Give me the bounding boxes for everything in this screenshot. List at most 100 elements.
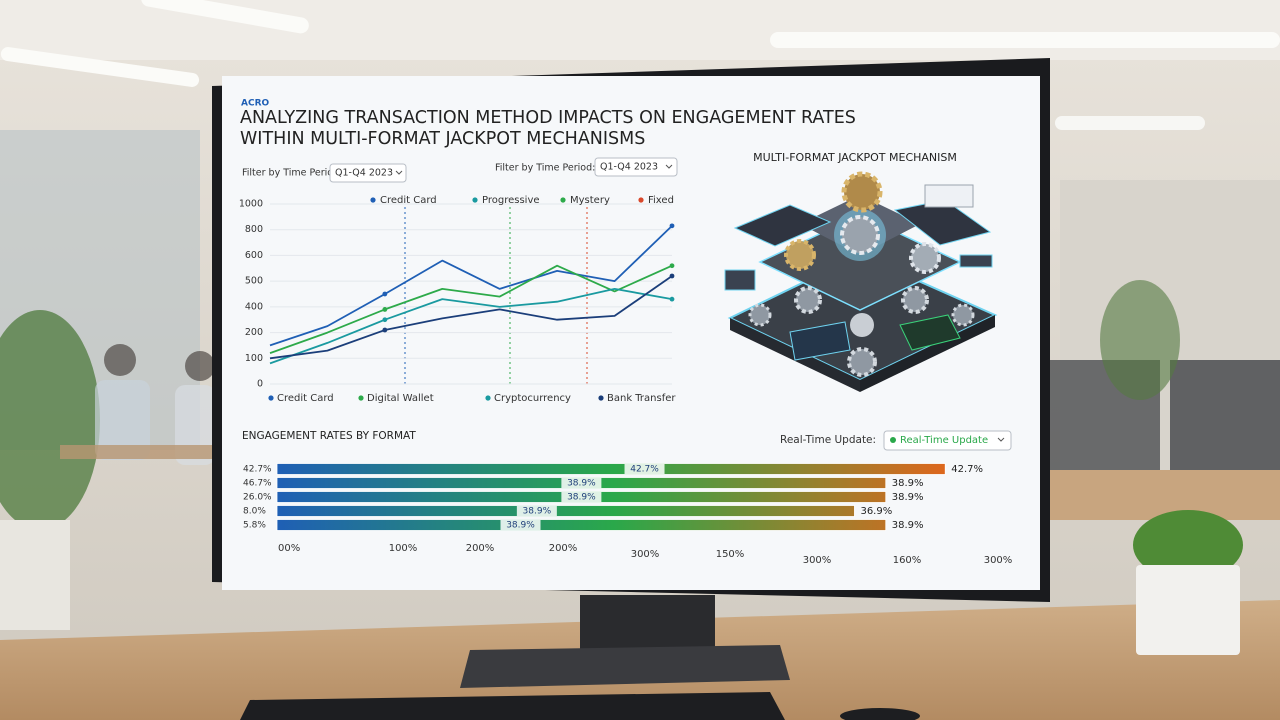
legend-dot	[485, 395, 491, 401]
ceiling-light	[141, 0, 309, 34]
series-line	[269, 264, 673, 354]
inner-label-bg	[561, 478, 602, 488]
legend-label: Credit Card	[380, 195, 437, 206]
bar	[276, 463, 946, 475]
y-tick-label: 800	[245, 224, 263, 235]
legend-label: Bank Transfer	[607, 393, 676, 404]
y-tick-label: 100	[245, 353, 263, 364]
realtime-dropdown[interactable]: Real-Time Update	[883, 430, 1012, 451]
title: ANALYZING TRANSACTION METHOD IMPACTS ON …	[240, 108, 856, 128]
background-desk	[1050, 470, 1280, 520]
point	[382, 291, 388, 297]
person	[104, 344, 136, 376]
status-dot	[890, 437, 896, 443]
category-label: 46.7%	[243, 479, 272, 489]
dropdown-value[interactable]: Real-Time Update	[900, 435, 988, 446]
dropdown-box[interactable]	[594, 157, 678, 177]
bar	[276, 519, 887, 531]
legend-dot	[370, 197, 376, 203]
monitor-base	[460, 645, 790, 688]
x-tick-label: 200%	[549, 543, 578, 554]
gear	[784, 239, 816, 271]
plant	[1100, 280, 1180, 400]
value-label: 38.9%	[892, 478, 924, 489]
panel	[733, 204, 832, 247]
gear	[840, 215, 880, 255]
dropdown-box[interactable]	[883, 430, 1012, 451]
legend-dot	[268, 395, 274, 401]
ceiling-light	[770, 32, 1280, 48]
gear	[841, 171, 883, 213]
planter	[0, 520, 70, 630]
point	[669, 263, 675, 269]
inner-label: 38.9%	[567, 493, 596, 503]
legend-dot	[472, 197, 478, 203]
bar	[276, 505, 855, 517]
ceiling-light	[1055, 116, 1205, 130]
category-label: 26.0%	[243, 493, 272, 503]
gear	[748, 303, 772, 327]
panel	[789, 321, 851, 361]
logo: ACRO	[241, 99, 270, 109]
background-desk	[60, 445, 220, 459]
value-label: 38.9%	[892, 520, 924, 531]
inner-label: 38.9%	[567, 479, 596, 489]
point	[382, 317, 388, 323]
legend-label: Fixed	[648, 195, 674, 206]
inner-label: 38.9%	[506, 521, 535, 531]
gear	[794, 286, 822, 314]
point	[382, 307, 388, 312]
y-tick-label: 1000	[239, 199, 263, 210]
gear	[901, 286, 929, 314]
y-tick-label: 500	[245, 276, 263, 287]
filter-dropdown[interactable]: Q1-Q4 2023	[594, 157, 678, 177]
inner-label-bg	[500, 520, 541, 530]
legend-dot	[598, 395, 604, 401]
plant	[0, 310, 100, 530]
floating-card	[924, 184, 974, 208]
value-label: 38.9%	[892, 492, 924, 503]
platform-side	[860, 315, 995, 392]
monitor-stand	[580, 595, 715, 655]
chevron	[997, 437, 1005, 442]
inner-label-bg	[516, 506, 557, 516]
legend-dot	[638, 197, 644, 203]
series-line	[269, 288, 673, 365]
inner-label: 42.7%	[630, 465, 659, 475]
chevron	[395, 170, 403, 175]
legend-label: Digital Wallet	[367, 393, 434, 404]
jackpot-illustration	[724, 171, 998, 392]
point	[669, 223, 675, 229]
dropdown-value[interactable]: Q1-Q4 2023	[600, 162, 658, 173]
legend-label: Cryptocurrency	[494, 393, 571, 404]
x-tick-label: 160%	[893, 555, 922, 566]
gear	[909, 242, 941, 274]
y-tick-label: 0	[257, 379, 263, 390]
filter-label: Filter by Time Period:	[495, 163, 595, 174]
illustration-title: MULTI-FORMAT JACKPOT MECHANISM	[753, 151, 957, 164]
y-tick-label: 600	[245, 250, 263, 261]
plant	[1133, 510, 1243, 580]
floating-card	[959, 254, 993, 268]
legend-label: Credit Card	[277, 393, 334, 404]
ceiling-light	[0, 47, 200, 87]
legend-dot	[560, 197, 566, 203]
series-line	[269, 225, 673, 347]
x-tick-label: 100%	[389, 543, 418, 554]
point	[669, 296, 675, 302]
dropdown-box[interactable]	[329, 163, 407, 183]
y-tick-label: 400	[245, 301, 263, 312]
gear	[847, 347, 877, 377]
chevron	[665, 164, 673, 169]
title: WITHIN MULTI-FORMAT JACKPOT MECHANISMS	[240, 129, 645, 149]
x-tick-label: 200%	[466, 543, 495, 554]
x-tick-label: 300%	[631, 549, 660, 560]
filter-dropdown[interactable]: Q1-Q4 2023	[329, 163, 407, 183]
gear	[951, 303, 975, 327]
legend-label: Mystery	[570, 195, 610, 206]
dropdown-value[interactable]: Q1-Q4 2023	[335, 168, 393, 179]
legend-dot	[358, 395, 364, 401]
series-line	[269, 275, 673, 360]
x-tick-label: 300%	[984, 555, 1013, 566]
